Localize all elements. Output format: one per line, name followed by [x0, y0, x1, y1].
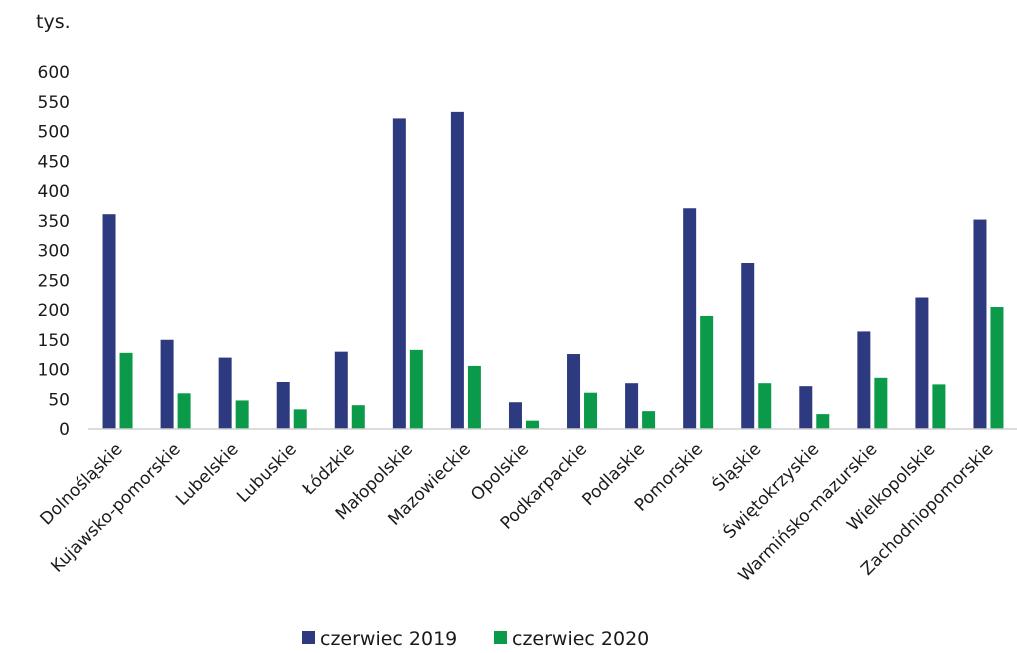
bar-2020 — [177, 393, 191, 429]
y-tick-label: 550 — [38, 93, 70, 113]
y-tick-label: 100 — [38, 361, 70, 381]
legend-swatch-2020 — [494, 631, 507, 644]
y-tick-label: 600 — [38, 63, 70, 83]
y-tick-label: 400 — [38, 182, 70, 202]
bar-2020 — [119, 352, 133, 429]
bar-2019 — [915, 297, 929, 429]
x-tick-label: Lubuskie — [233, 439, 300, 506]
bar-2020 — [235, 400, 249, 429]
legend: czerwiec 2019 czerwiec 2020 — [302, 628, 649, 650]
bar-2020 — [409, 349, 423, 429]
bar-2020 — [525, 420, 539, 429]
bar-2019 — [508, 402, 522, 429]
bar-2020 — [642, 411, 656, 429]
bar-2019 — [799, 386, 813, 429]
legend-label-2019: czerwiec 2019 — [320, 628, 457, 650]
bar-2019 — [334, 351, 348, 429]
x-tick-label: Lubelskie — [172, 439, 243, 510]
y-tick-label: 350 — [38, 212, 70, 232]
bar-2020 — [293, 409, 307, 429]
bar-2020 — [990, 307, 1004, 429]
bar-2019 — [276, 381, 290, 429]
bar-2020 — [758, 383, 772, 429]
y-tick-label: 200 — [38, 301, 70, 321]
bars-group — [102, 111, 1004, 430]
bar-2019 — [857, 331, 871, 429]
y-tick-label: 500 — [38, 123, 70, 143]
y-tick-label: 50 — [48, 390, 70, 410]
bar-2020 — [932, 384, 946, 429]
legend-label-2020: czerwiec 2020 — [512, 628, 649, 650]
y-tick-label: 0 — [59, 420, 70, 440]
bar-2020 — [874, 377, 888, 429]
bar-2019 — [625, 383, 639, 429]
bar-2019 — [102, 214, 116, 429]
y-tick-label: 250 — [38, 271, 70, 291]
y-axis-unit-label: tys. — [36, 11, 71, 33]
legend-swatch-2019 — [302, 631, 315, 644]
bar-2019 — [450, 111, 464, 430]
bar-2020 — [351, 405, 365, 429]
bar-2020 — [467, 365, 481, 429]
y-tick-label: 300 — [38, 242, 70, 262]
bar-2020 — [816, 414, 830, 429]
y-tick-label: 450 — [38, 152, 70, 172]
bar-2019 — [741, 262, 755, 429]
bar-2020 — [700, 315, 714, 429]
x-tick-label: Łódzkie — [298, 439, 359, 500]
bar-2019 — [683, 208, 697, 429]
x-tick-label: Śląskie — [707, 438, 765, 496]
y-axis-ticks: 0 50 100 150 200 250 300 350 400 450 500 550 600 — [38, 63, 70, 440]
y-tick-label: 150 — [38, 331, 70, 351]
bar-2019 — [392, 118, 406, 429]
bar-2019 — [218, 357, 232, 429]
bar-2020 — [584, 392, 598, 429]
bar-2019 — [160, 339, 174, 429]
x-axis-labels: DolnośląskieKujawsko-pomorskieLubelskieL… — [37, 438, 998, 586]
bar-2019 — [973, 219, 987, 429]
bar-2019 — [567, 354, 581, 429]
